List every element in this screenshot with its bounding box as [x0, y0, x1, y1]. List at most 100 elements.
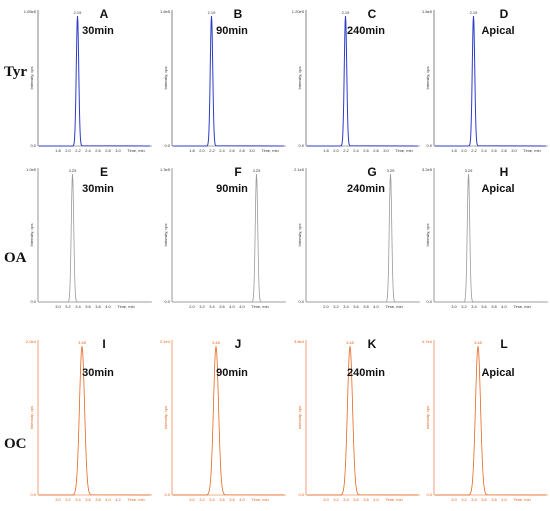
x-axis-label: Time, min — [395, 148, 412, 153]
chromatogram-trace — [307, 173, 419, 303]
x-tick-label: 3.6 — [219, 497, 225, 502]
x-tick-label: 3.6 — [85, 497, 91, 502]
row-label-oa: OA — [4, 250, 27, 266]
panel-condition-label: 90min — [216, 367, 248, 379]
y-zero-label: 0.0 — [30, 492, 36, 497]
panel-condition-label: 90min — [216, 25, 248, 37]
x-axis-label: Time, min — [513, 304, 530, 309]
x-tick-label: 3.4 — [75, 304, 81, 309]
x-tick-label: 3.2 — [333, 304, 339, 309]
x-tick-label: 4.0 — [501, 304, 507, 309]
y-max-label: 2.1e5 — [294, 167, 305, 172]
x-tick-label: 2.8 — [105, 148, 111, 153]
x-tick-label: 3.0 — [323, 497, 329, 502]
panel-l: 4.7e4 0.0 Intensity, cps 3.0 3.2 3.4 3.6 3.8 4.0… — [422, 337, 548, 502]
x-tick-label: 2.2 — [471, 148, 477, 153]
x-tick-label: 3.0 — [451, 497, 457, 502]
peak-label: 3.29 — [69, 168, 78, 173]
x-tick-label: 2.2 — [343, 148, 349, 153]
panel-condition-label: 240min — [347, 367, 385, 379]
x-axis-label: Time, min — [261, 148, 278, 153]
y-max-label: 1.05e5 — [24, 9, 37, 14]
chromatogram-trace — [173, 173, 285, 303]
x-tick-label: 3.8 — [229, 497, 235, 502]
x-tick-label: 2.8 — [501, 148, 507, 153]
x-tick-label: 3.4 — [471, 304, 477, 309]
x-tick-label: 3.8 — [95, 304, 101, 309]
peak-label: 3.48 — [212, 340, 221, 345]
y-zero-label: 0.0 — [426, 299, 432, 304]
panel-condition-label: Apical — [481, 367, 514, 379]
panel-letter: E — [100, 165, 108, 179]
panel-j: 2.1e4 0.0 Intensity, cps 3.0 3.2 3.4 3.6 3.8 4.0… — [160, 337, 286, 502]
x-tick-label: 3.4 — [75, 497, 81, 502]
x-tick-label: 2.8 — [239, 148, 245, 153]
chromatogram-trace — [307, 345, 419, 496]
x-tick-label: 4.0 — [229, 304, 235, 309]
x-tick-label: 2.6 — [363, 148, 369, 153]
x-tick-label: 2.6 — [95, 148, 101, 153]
panel-h: 3.2e5 0.0 Intensity, cps 3.0 3.2 3.4 3.6 3.8 4.0… — [422, 165, 548, 309]
y-zero-label: 0.0 — [298, 143, 304, 148]
x-tick-label: 4.0 — [501, 497, 507, 502]
peak-label: 3.48 — [474, 340, 483, 345]
y-max-label: 1.8e5 — [422, 9, 433, 14]
peak-label: 3.48 — [346, 340, 355, 345]
peak-label: 3.29 — [253, 168, 262, 173]
panel-condition-label: 30min — [82, 25, 114, 37]
x-tick-label: 2.6 — [491, 148, 497, 153]
panel-condition-label: 30min — [82, 367, 114, 379]
x-axis-label: Time, min — [117, 304, 134, 309]
x-tick-label: 3.8 — [491, 304, 497, 309]
x-tick-label: 2.4 — [481, 148, 487, 153]
x-tick-label: 3.2 — [461, 304, 467, 309]
peak-label: 2.19 — [208, 10, 217, 15]
y-axis-label: Intensity, cps — [297, 406, 302, 429]
x-tick-label: 3.0 — [55, 497, 61, 502]
x-tick-label: 3.4 — [343, 304, 349, 309]
x-tick-label: 3.6 — [353, 304, 359, 309]
panel-condition-label: 30min — [82, 183, 114, 195]
panel-k: 3.8e4 0.0 Intensity, cps 3.0 3.2 3.4 3.6 3.8 4.0… — [294, 337, 420, 502]
x-tick-label: 2.0 — [461, 148, 467, 153]
panel-letter: A — [100, 7, 109, 21]
x-tick-label: 3.8 — [363, 304, 369, 309]
x-tick-label: 2.4 — [353, 148, 359, 153]
x-tick-label: 4.0 — [239, 304, 245, 309]
y-axis-label: Intensity, cps — [29, 223, 34, 246]
y-max-label: 4.7e4 — [422, 339, 433, 344]
x-tick-label: 2.0 — [189, 304, 195, 309]
x-tick-label: 2.2 — [209, 148, 215, 153]
x-tick-label: 4.0 — [373, 497, 379, 502]
x-tick-label: 1.8 — [55, 148, 61, 153]
y-max-label: 1.20e5 — [292, 9, 305, 14]
peak-label: 2.19 — [74, 10, 83, 15]
y-max-label: 1.0e5 — [26, 167, 37, 172]
panel-letter: K — [368, 337, 377, 351]
x-tick-label: 2.0 — [65, 148, 71, 153]
y-axis-label: Intensity, cps — [425, 223, 430, 246]
panel-g: 2.1e5 0.0 Intensity, cps 2.0 3.2 3.4 3.6 3.8 4.0… — [294, 165, 420, 309]
x-tick-label: 4.0 — [105, 497, 111, 502]
x-tick-label: 4.2 — [115, 497, 121, 502]
x-tick-label: 3.0 — [451, 304, 457, 309]
panel-b: 1.6e5 0.0 Intensity, cps 1.8 2.0 2.2 2.4 2.6 2.8… — [160, 7, 286, 153]
chromatogram-trace — [307, 15, 419, 147]
x-tick-label: 3.8 — [491, 497, 497, 502]
x-tick-label: 3.2 — [333, 497, 339, 502]
x-tick-label: 3.2 — [65, 304, 71, 309]
y-zero-label: 0.0 — [164, 143, 170, 148]
x-tick-label: 3.8 — [95, 497, 101, 502]
panel-e: 1.0e5 0.0 Intensity, cps 3.0 3.2 3.4 3.6 3.8 4.0… — [26, 165, 152, 309]
panel-condition-label: 240min — [347, 183, 385, 195]
x-tick-label: 3.6 — [85, 304, 91, 309]
panel-condition-label: 240min — [347, 25, 385, 37]
x-tick-label: 2.2 — [75, 148, 81, 153]
peak-label: 3.48 — [78, 340, 87, 345]
panel-c: 1.20e5 0.0 Intensity, cps 1.8 2.0 2.2 2.4 2.6 2.… — [292, 7, 420, 153]
y-zero-label: 0.0 — [298, 492, 304, 497]
y-zero-label: 0.0 — [30, 299, 36, 304]
x-axis-label: Time, min — [127, 148, 144, 153]
x-tick-label: 2.0 — [199, 148, 205, 153]
